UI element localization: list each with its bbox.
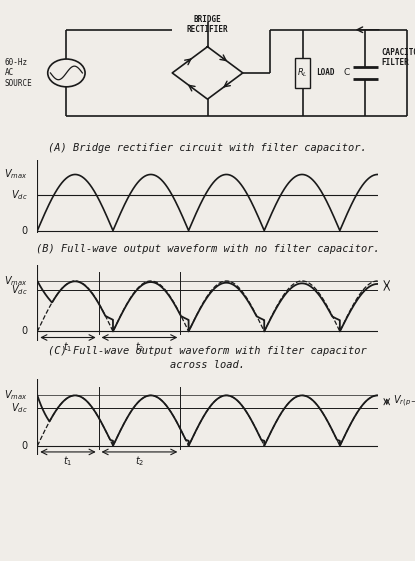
Text: LOAD: LOAD — [316, 68, 335, 77]
Text: BRIDGE
RECTIFIER: BRIDGE RECTIFIER — [187, 15, 228, 34]
Text: $V_{max}$: $V_{max}$ — [4, 389, 27, 402]
Text: $V_{dc}$: $V_{dc}$ — [10, 401, 27, 415]
Text: (C) Full-wave output waveform with filter capacitor
across load.: (C) Full-wave output waveform with filte… — [48, 347, 367, 370]
Text: C: C — [343, 68, 349, 77]
Text: $t_2$: $t_2$ — [135, 454, 144, 468]
Text: CAPACITOR
FILTER: CAPACITOR FILTER — [381, 48, 415, 67]
Text: (B) Full-wave output waveform with no filter capacitor.: (B) Full-wave output waveform with no fi… — [36, 244, 379, 254]
Text: 0: 0 — [21, 441, 27, 451]
Text: $V_{max}$: $V_{max}$ — [4, 168, 27, 181]
Text: 60-Hz
AC
SOURCE: 60-Hz AC SOURCE — [5, 58, 33, 88]
Text: (A) Bridge rectifier circuit with filter capacitor.: (A) Bridge rectifier circuit with filter… — [48, 142, 367, 153]
Text: $t_1$: $t_1$ — [63, 454, 73, 468]
Text: $t_2$: $t_2$ — [135, 340, 144, 354]
Text: $R_L$: $R_L$ — [297, 67, 308, 79]
FancyBboxPatch shape — [295, 58, 310, 89]
Text: $V_{dc}$: $V_{dc}$ — [10, 283, 27, 297]
Text: $V_{r(p-p)}$: $V_{r(p-p)}$ — [393, 394, 415, 410]
Text: $V_{max}$: $V_{max}$ — [4, 274, 27, 288]
Text: $t_1$: $t_1$ — [63, 340, 73, 354]
Text: 0: 0 — [21, 226, 27, 236]
Text: $V_{dc}$: $V_{dc}$ — [10, 188, 27, 202]
Text: 0: 0 — [21, 327, 27, 337]
